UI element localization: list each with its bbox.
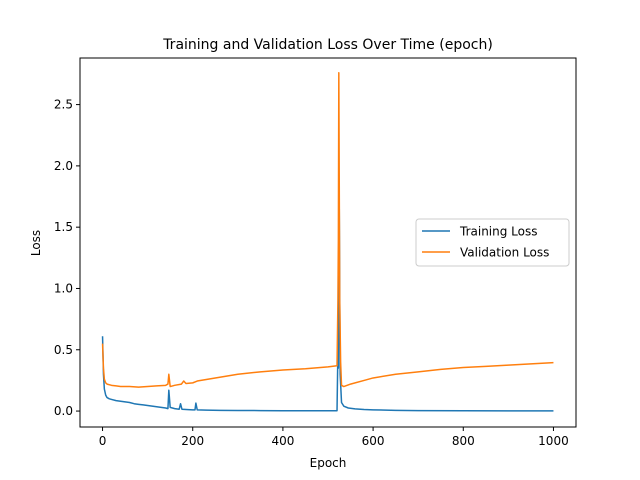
y-axis: 0.0 0.5 1.0 1.5 2.0 2.5	[54, 98, 80, 418]
y-tick-label-3: 1.5	[54, 220, 73, 234]
plot-frame	[79, 57, 577, 428]
x-axis: 0 200 400 600 800 1000	[99, 427, 569, 448]
y-tick-label-2: 1.0	[54, 281, 73, 295]
x-axis-label: Epoch	[310, 456, 347, 470]
y-tick-label-5: 2.5	[54, 98, 73, 112]
chart-title: Training and Validation Loss Over Time (…	[162, 37, 493, 53]
x-tick-label-1: 200	[181, 434, 204, 448]
legend-label-0: Training Loss	[459, 225, 537, 239]
legend: Training Loss Validation Loss	[415, 218, 570, 267]
y-axis-label: Loss	[29, 230, 43, 256]
series-line-0	[101, 208, 554, 412]
series-layer	[101, 71, 554, 412]
y-tick-label-1: 0.5	[54, 343, 73, 357]
x-tick-label-4: 800	[452, 434, 475, 448]
y-tick-label-4: 2.0	[54, 159, 73, 173]
legend-label-1: Validation Loss	[460, 246, 549, 260]
x-tick-label-5: 1000	[538, 434, 569, 448]
x-tick-label-2: 400	[271, 434, 294, 448]
legend-box	[415, 218, 570, 267]
x-tick-label-0: 0	[99, 434, 107, 448]
x-tick-label-3: 600	[362, 434, 385, 448]
series-line-1	[101, 71, 554, 388]
y-tick-label-0: 0.0	[54, 404, 73, 418]
